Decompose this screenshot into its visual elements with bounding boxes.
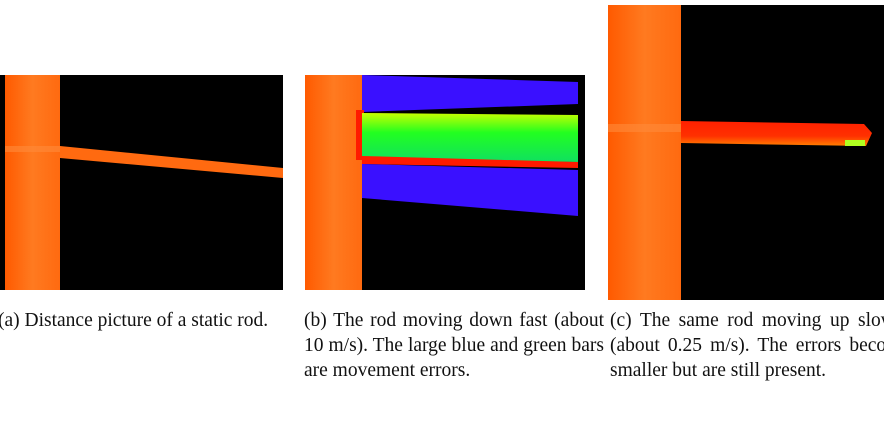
caption: (b) The rod moving down fast (about 10 m… bbox=[304, 308, 604, 383]
image-a bbox=[0, 75, 283, 290]
caption: (a) Distance picture of a static rod. bbox=[0, 308, 298, 333]
page: {"figures": [ {"caption": "(a) Distance … bbox=[0, 0, 884, 425]
image-b bbox=[305, 75, 585, 290]
image-c bbox=[608, 5, 884, 300]
caption: (c) The same rod moving up slowly (about… bbox=[610, 308, 884, 383]
